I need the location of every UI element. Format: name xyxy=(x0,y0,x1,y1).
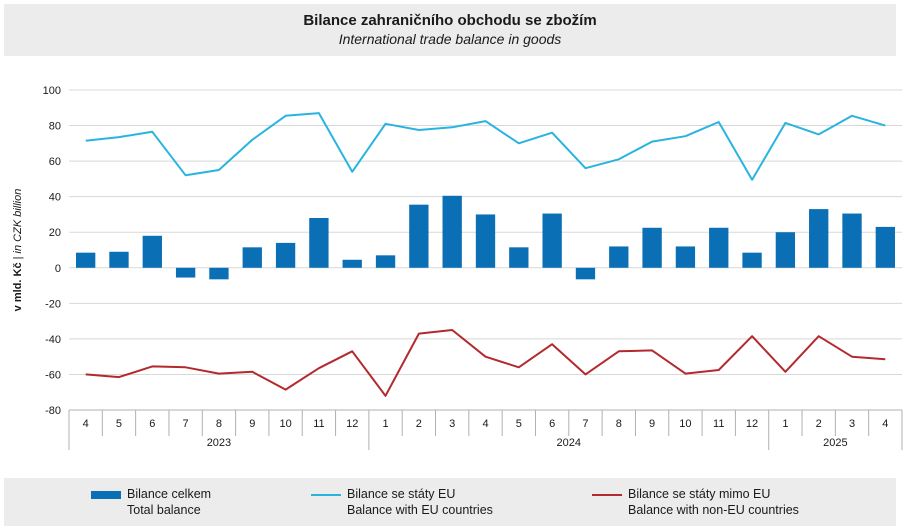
y-tick-label: 40 xyxy=(49,192,61,204)
x-tick-label: 9 xyxy=(649,418,655,430)
bar-total-balance xyxy=(542,213,562,268)
year-label: 2023 xyxy=(207,437,231,449)
legend-swatch-noneu xyxy=(592,494,622,496)
x-tick-label: 12 xyxy=(346,418,358,430)
bar-total-balance xyxy=(509,247,529,268)
x-tick-label: 1 xyxy=(382,418,388,430)
y-tick-label: -40 xyxy=(45,334,61,346)
x-tick-label: 8 xyxy=(616,418,622,430)
bar-total-balance xyxy=(275,242,296,268)
bar-total-balance xyxy=(475,214,496,268)
legend-label-noneu-en: Balance with non-EU countries xyxy=(628,503,799,517)
x-tick-label: 10 xyxy=(679,418,691,430)
x-tick-label: 5 xyxy=(116,418,122,430)
bar-total-balance xyxy=(809,209,829,268)
line-eu-balance xyxy=(85,112,886,181)
legend-label-noneu-cz: Bilance se státy mimo EU xyxy=(628,487,771,501)
x-tick-label: 4 xyxy=(482,418,488,430)
bar-total-balance xyxy=(409,204,429,268)
bar-total-balance xyxy=(609,246,629,268)
bar-total-balance xyxy=(242,247,262,268)
x-tick-label: 10 xyxy=(279,418,291,430)
trade-balance-chart: v mld. Kč | in CZK billion -80 -60 -40 -20 0… xyxy=(12,85,903,450)
bar-total-balance xyxy=(142,235,162,268)
chart-title: Bilance zahraničního obchodu se zbožím xyxy=(303,12,597,29)
y-tick-label: 60 xyxy=(49,156,61,168)
bar-total-balance xyxy=(575,267,596,280)
legend-item-noneu: Bilance se státy mimo EU Balance with no… xyxy=(592,486,799,518)
legend-item-eu: Bilance se státy EU Balance with EU coun… xyxy=(311,486,493,518)
bar-total-balance xyxy=(109,251,129,268)
year-label: 2025 xyxy=(823,437,847,449)
x-tick-label: 3 xyxy=(849,418,855,430)
legend-label-eu-cz: Bilance se státy EU xyxy=(347,487,456,501)
legend-label-total-cz: Bilance celkem xyxy=(127,487,212,501)
bar-total-balance xyxy=(675,246,696,268)
chart-title-box: Bilance zahraničního obchodu se zbožím I… xyxy=(4,4,896,56)
x-tick-label: 11 xyxy=(313,418,324,430)
bar-total-balance xyxy=(875,226,896,268)
y-tick-label: -80 xyxy=(45,405,61,417)
y-tick-label: -60 xyxy=(45,369,61,381)
bar-total-balance xyxy=(309,218,329,268)
x-tick-label: 1 xyxy=(782,418,788,430)
bar-total-balance xyxy=(709,227,729,268)
y-axis-label: v mld. Kč | in CZK billion xyxy=(12,189,24,312)
bar-total-balance xyxy=(775,232,796,268)
x-tick-label: 7 xyxy=(183,418,189,430)
legend-swatch-eu xyxy=(311,494,341,496)
chart-subtitle: International trade balance in goods xyxy=(338,31,562,47)
line-noneu-balance xyxy=(85,329,886,397)
y-tick-label: 20 xyxy=(49,227,61,239)
y-tick-label: 0 xyxy=(55,263,61,275)
y-axis-label-en: in CZK billion xyxy=(12,189,24,254)
x-tick-label: 12 xyxy=(746,418,758,430)
x-tick-label: 2 xyxy=(416,418,422,430)
x-tick-label: 3 xyxy=(449,418,455,430)
x-tick-label: 8 xyxy=(216,418,222,430)
x-tick-label: 4 xyxy=(83,418,89,430)
x-tick-label: 5 xyxy=(516,418,522,430)
legend: Bilance celkem Total balance Bilance se … xyxy=(4,478,896,526)
bar-total-balance xyxy=(75,252,96,268)
x-tick-label: 2 xyxy=(816,418,822,430)
y-tick-label: -20 xyxy=(45,298,61,310)
y-axis-label-sep: | xyxy=(12,253,24,262)
legend-label-total-en: Total balance xyxy=(127,503,201,517)
x-tick-label: 6 xyxy=(549,418,555,430)
y-tick-label: 100 xyxy=(43,85,61,97)
bar-total-balance xyxy=(642,227,662,268)
legend-label-eu-en: Balance with EU countries xyxy=(347,503,493,517)
bar-total-balance xyxy=(342,259,362,268)
y-tick-label: 80 xyxy=(49,121,61,133)
bar-total-balance xyxy=(209,267,229,280)
legend-item-total: Bilance celkem Total balance xyxy=(91,486,212,518)
x-tick-label: 7 xyxy=(582,418,588,430)
y-axis-label-cz: v mld. Kč xyxy=(12,262,24,311)
bar-total-balance xyxy=(442,195,462,268)
x-tick-label: 6 xyxy=(149,418,155,430)
year-label: 2024 xyxy=(557,437,581,449)
x-tick-label: 4 xyxy=(882,418,888,430)
bar-total-balance xyxy=(842,213,862,268)
bar-total-balance xyxy=(375,255,396,268)
bar-total-balance xyxy=(175,267,196,278)
x-tick-label: 11 xyxy=(713,418,724,430)
legend-swatch-total xyxy=(91,491,121,499)
bar-total-balance xyxy=(742,252,762,268)
x-tick-label: 9 xyxy=(249,418,255,430)
